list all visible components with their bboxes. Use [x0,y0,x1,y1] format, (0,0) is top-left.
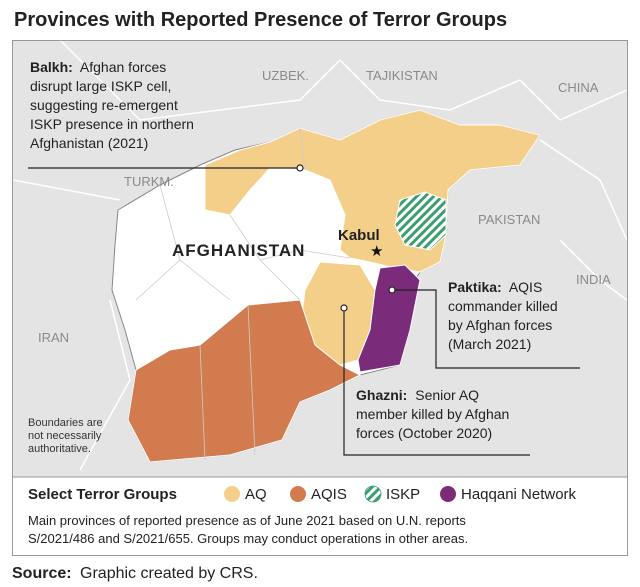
annotation-line: forces (October 2020) [356,425,492,441]
country-label: TURKM. [124,174,174,189]
leader-lines [28,164,580,456]
annotation-balkh: Balkh: Afghan forces disrupt large ISKP … [30,59,198,151]
annotation-line: Senior AQ [415,387,479,403]
legend-swatch [364,485,382,503]
capital-star: ★ [370,243,383,260]
annotation-name: Balkh: [30,59,73,75]
province-lines [135,127,351,461]
country-label: IRAN [38,330,69,345]
legend-label: AQIS [311,486,347,503]
source-text: Graphic created by CRS. [80,565,258,582]
note-line: not necessarily [28,430,102,442]
legend: AQ AQIS ISKP Haqqani Network [224,485,577,503]
country-label: TAJIKISTAN [366,68,438,83]
note-line: authoritative. [28,443,91,455]
annotation-line: AQIS [509,279,542,295]
country-label: AFGHANISTAN [172,241,305,260]
country-label: UZBEK. [262,68,309,83]
annotation-line: by Afghan forces [448,317,552,333]
annotation-name: Ghazni: [356,387,407,403]
annotation-line: member killed by Afghan [356,406,509,422]
country-label: INDIA [576,272,611,287]
annotation-ghazni: Ghazni: Senior AQ member killed by Afgha… [356,387,513,441]
annotation-line: (March 2021) [448,336,531,352]
legend-title: Select Terror Groups [28,486,177,503]
country-label: CHINA [558,80,599,95]
annotation-line: ISKP presence in northern [30,116,194,132]
annotation-line: commander killed [448,298,558,314]
annotation-line: suggesting re-emergent [30,97,178,113]
annotation-line: disrupt large ISKP cell, [30,78,171,94]
footnote: Main provinces of reported presence as o… [28,513,470,546]
aq-north [204,109,541,273]
legend-swatch [440,486,456,502]
haqqani [357,264,421,373]
legend-swatch [290,486,306,502]
annotation-line: Afghanistan (2021) [30,135,148,151]
source-label: Source: [12,565,72,582]
note-line: Boundaries are [28,417,103,429]
legend-label: Haqqani Network [461,486,577,503]
borders [13,41,627,471]
annotation-name: Paktika: [448,279,502,295]
legend-label: AQ [245,486,267,503]
title: Provinces with Reported Presence of Terr… [14,9,507,31]
country-label: PAKISTAN [478,212,540,227]
source: Source: Graphic created by CRS. [12,565,258,582]
legend-label: ISKP [386,486,420,503]
aqis [127,299,362,463]
footnote-line: S/2021/486 and S/2021/655. Groups may co… [28,531,468,546]
map: UZBEK. TAJIKISTAN CHINA TURKM. PAKISTAN … [13,41,627,477]
boundaries-note: Boundaries are not necessarily authorita… [28,417,106,455]
annotation-paktika: Paktika: AQIS commander killed by Afghan… [448,279,562,352]
capital-label: Kabul [338,227,380,244]
annotation-line: Afghan forces [80,59,166,75]
footnote-line: Main provinces of reported presence as o… [28,513,466,528]
legend-swatch [224,486,240,502]
iskp [394,191,447,251]
